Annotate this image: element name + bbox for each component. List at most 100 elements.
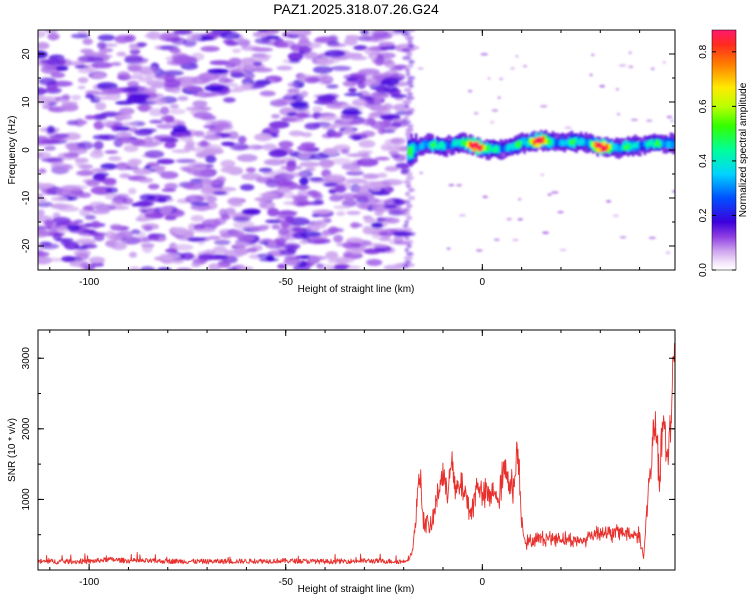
- band-speck: [487, 77, 491, 80]
- noise-blob: [403, 256, 414, 260]
- noise-blob: [123, 145, 139, 153]
- noise-blob: [300, 231, 322, 238]
- band-speck: [665, 251, 671, 255]
- noise-blob: [305, 42, 322, 49]
- noise-blob: [97, 41, 107, 50]
- noise-blob: [233, 247, 250, 256]
- noise-blob: [351, 135, 363, 141]
- noise-blob: [115, 100, 134, 105]
- noise-blob: [51, 196, 69, 202]
- noise-blob: [299, 35, 309, 44]
- noise-blob: [402, 224, 409, 228]
- noise-blob: [145, 96, 163, 104]
- noise-blob: [252, 61, 263, 67]
- noise-blob: [38, 87, 47, 95]
- noise-blob: [356, 35, 374, 42]
- colorbar-tick-label: 0.6: [698, 99, 709, 113]
- band-cell: [577, 139, 581, 146]
- band-cell: [428, 142, 432, 148]
- band-cell: [499, 146, 503, 152]
- noise-blob: [156, 158, 175, 165]
- noise-blob: [312, 65, 333, 74]
- x-tick-label: -100: [79, 277, 99, 288]
- noise-blob: [160, 106, 170, 115]
- noise-blob: [84, 214, 96, 220]
- noise-blob: [378, 41, 395, 48]
- noise-blob: [406, 52, 413, 56]
- band-cell: [445, 142, 449, 149]
- noise-blob: [404, 104, 410, 108]
- noise-blob: [401, 48, 411, 52]
- band-cell: [565, 140, 569, 146]
- snr-series-line: [38, 343, 675, 565]
- band-cell: [643, 141, 647, 152]
- noise-blob: [288, 59, 301, 63]
- noise-blob: [91, 61, 113, 69]
- noise-blob: [193, 111, 213, 119]
- noise-blob: [403, 180, 412, 184]
- noise-blob: [354, 202, 363, 207]
- band-cell: [627, 142, 630, 150]
- noise-blob: [223, 97, 236, 103]
- noise-blob: [203, 134, 222, 141]
- noise-blob: [186, 32, 202, 41]
- noise-blob: [144, 33, 159, 39]
- band-speck: [540, 173, 545, 177]
- noise-blob: [171, 149, 191, 154]
- noise-blob: [406, 244, 412, 248]
- noise-blob: [358, 139, 376, 148]
- noise-blob: [129, 266, 140, 270]
- noise-blob: [160, 115, 175, 122]
- noise-blob: [115, 162, 131, 171]
- noise-blob: [218, 208, 228, 217]
- band-cell: [589, 140, 593, 147]
- band-cell: [650, 139, 654, 147]
- noise-blob: [344, 37, 358, 46]
- band-cell: [483, 144, 486, 150]
- noise-blob: [320, 160, 333, 169]
- colorbar-gradient: [712, 30, 736, 270]
- noise-blob: [191, 262, 201, 268]
- band-cell: [610, 144, 614, 152]
- noise-blob: [313, 121, 332, 128]
- noise-blob: [259, 224, 271, 229]
- noise-blob: [192, 100, 208, 108]
- noise-blob: [38, 168, 47, 174]
- band-cell: [539, 137, 543, 144]
- band-speck: [497, 96, 501, 100]
- band-speck: [522, 64, 528, 68]
- noise-blob: [369, 104, 389, 112]
- x-tick-label: -50: [278, 577, 293, 588]
- snr-ylabel: SNR (10 * v/v): [7, 418, 18, 482]
- band-cell: [586, 140, 590, 146]
- band-cell: [435, 144, 439, 150]
- noise-blob: [300, 90, 309, 98]
- noise-blob: [263, 158, 286, 166]
- band-speck: [515, 54, 519, 58]
- band-cell: [643, 141, 647, 147]
- noise-blob: [305, 167, 316, 172]
- noise-blob: [273, 237, 286, 246]
- noise-blob: [259, 31, 268, 38]
- noise-blob: [144, 150, 165, 159]
- noise-blob: [38, 151, 52, 160]
- noise-blob: [405, 184, 412, 188]
- x-tick-label: -100: [79, 577, 99, 588]
- noise-blob: [301, 132, 313, 138]
- noise-blob: [159, 137, 178, 143]
- noise-blob: [240, 184, 255, 191]
- noise-blob: [296, 112, 309, 119]
- noise-blob: [404, 220, 409, 224]
- noise-blob: [285, 93, 294, 98]
- band-cell: [530, 137, 534, 144]
- noise-blob: [384, 199, 395, 205]
- noise-blob: [194, 131, 205, 137]
- noise-blob: [230, 71, 245, 78]
- noise-blob: [348, 238, 364, 243]
- noise-blob: [231, 48, 242, 54]
- noise-blob: [51, 80, 73, 87]
- noise-blob: [122, 122, 138, 126]
- noise-blob: [259, 193, 277, 197]
- noise-blob: [254, 197, 272, 202]
- band-cell: [596, 142, 600, 148]
